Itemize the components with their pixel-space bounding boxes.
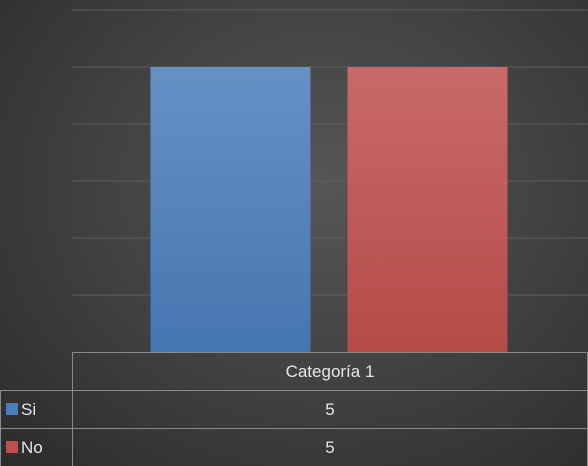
data-value: 5: [325, 400, 334, 419]
legend-key-si: [6, 403, 18, 415]
series-label: Si: [21, 400, 36, 419]
bar-no: [347, 67, 508, 352]
category-label: Categoría 1: [286, 362, 375, 381]
gridlines: [72, 9, 588, 296]
series-label: No: [21, 438, 43, 457]
data-table: Categoría 1 Si 5 No 5: [0, 352, 588, 466]
legend-key-no: [6, 441, 18, 453]
bars: [150, 67, 508, 352]
bar-si: [150, 67, 311, 352]
data-value: 5: [325, 438, 334, 457]
